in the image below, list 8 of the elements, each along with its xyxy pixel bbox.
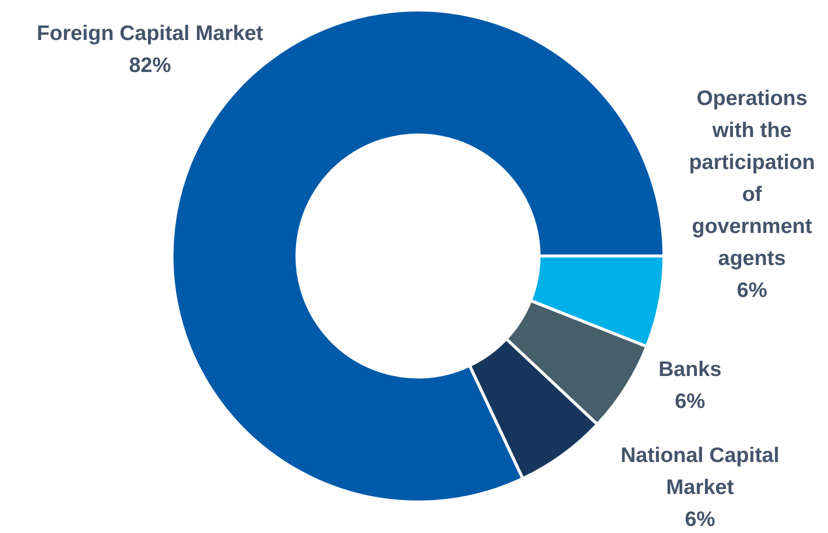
slice-label: Foreign Capital Market: [36, 22, 264, 45]
data-label: 6%: [736, 279, 768, 302]
data-label: 82%: [128, 54, 172, 77]
slice-label: National Capital Market: [620, 444, 780, 499]
data-label: 6%: [674, 390, 706, 413]
slice-label: Operations with the participation of government agents: [688, 87, 816, 270]
slice-label: Banks: [658, 358, 722, 381]
data-label: 6%: [684, 508, 716, 531]
